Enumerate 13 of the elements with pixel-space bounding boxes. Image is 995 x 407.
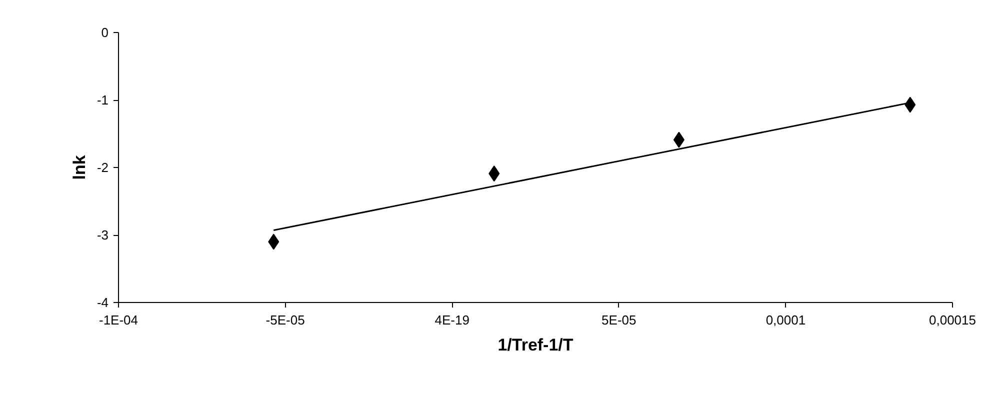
x-tick-label: 0,00015 [929, 312, 976, 328]
x-tick-label: -1E-04 [98, 312, 138, 328]
y-tick-label: -2 [96, 160, 109, 175]
x-tick-label: 5E-05 [602, 312, 636, 328]
y-tick-label: -4 [96, 295, 109, 310]
x-tick-label: 0,0001 [766, 312, 806, 328]
y-axis-title: lnk [70, 154, 89, 180]
x-tick-label: 4E-19 [434, 312, 470, 328]
y-tick-label: -1 [96, 92, 109, 108]
x-axis-title: 1/Tref-1/T [498, 336, 574, 354]
x-tick-label: -5E-05 [266, 312, 305, 328]
y-tick-label: 0 [101, 25, 109, 40]
y-tick-label: -3 [96, 228, 109, 242]
